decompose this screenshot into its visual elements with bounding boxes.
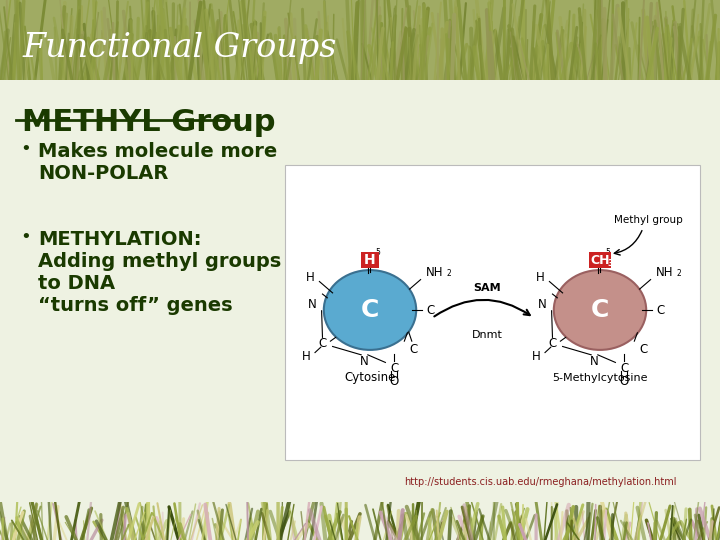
Text: H: H	[364, 253, 376, 267]
Bar	[361, 252, 379, 268]
Text: •: •	[20, 228, 31, 246]
Text: Dnmt: Dnmt	[472, 330, 503, 340]
Text: C: C	[549, 337, 557, 350]
Text: C: C	[318, 337, 327, 350]
Text: C: C	[426, 303, 435, 316]
Bar	[0, 80, 720, 502]
Text: “turns off” genes: “turns off” genes	[38, 296, 233, 315]
Text: NH: NH	[426, 266, 444, 279]
Bar	[285, 165, 700, 460]
Ellipse shape	[554, 270, 647, 350]
Text: to DNA: to DNA	[38, 274, 115, 293]
Text: H: H	[306, 271, 315, 284]
Text: SAM: SAM	[473, 283, 501, 293]
Text: O: O	[620, 375, 629, 388]
Text: Methyl group: Methyl group	[613, 215, 683, 225]
Text: C: C	[640, 343, 648, 356]
Text: C: C	[361, 298, 379, 322]
Text: 2: 2	[446, 269, 451, 279]
Text: C: C	[594, 252, 602, 265]
Text: Functional Groups: Functional Groups	[22, 32, 336, 64]
Text: 5: 5	[606, 248, 611, 256]
Text: NON-POLAR: NON-POLAR	[38, 164, 168, 183]
Text: NH: NH	[657, 266, 674, 279]
Text: C: C	[364, 252, 372, 265]
Text: Makes molecule more: Makes molecule more	[38, 142, 277, 161]
Text: O: O	[390, 375, 399, 388]
Text: C: C	[410, 343, 418, 356]
Text: METHYLATION:: METHYLATION:	[38, 230, 202, 249]
Text: H: H	[532, 350, 541, 363]
Text: C: C	[591, 298, 609, 322]
Text: Adding methyl groups: Adding methyl groups	[38, 252, 282, 271]
Text: Cytosine: Cytosine	[344, 372, 396, 384]
Text: 5-Methylcytosine: 5-Methylcytosine	[552, 373, 648, 383]
Text: 3: 3	[607, 259, 613, 267]
Text: C: C	[620, 362, 629, 375]
Text: http://students.cis.uab.edu/rmeghana/methylation.html: http://students.cis.uab.edu/rmeghana/met…	[404, 477, 676, 487]
Text: N: N	[307, 298, 316, 311]
Text: H: H	[536, 271, 545, 284]
Text: N: N	[590, 355, 599, 368]
Text: N: N	[360, 355, 369, 368]
Text: C: C	[390, 362, 398, 375]
Text: H: H	[302, 350, 310, 363]
Text: CH: CH	[590, 253, 610, 267]
Text: •: •	[20, 140, 31, 158]
Ellipse shape	[324, 270, 416, 350]
Text: N: N	[538, 298, 546, 311]
Bar	[0, 0, 720, 80]
Text: METHYL Group: METHYL Group	[22, 108, 276, 137]
Text: 2: 2	[677, 269, 682, 279]
Text: 5: 5	[376, 248, 380, 256]
Text: C: C	[657, 303, 665, 316]
Bar	[589, 252, 611, 268]
